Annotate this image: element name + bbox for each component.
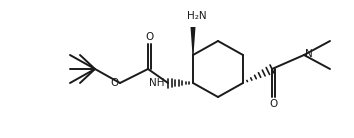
Polygon shape	[193, 27, 194, 55]
Text: N: N	[305, 49, 313, 59]
Text: O: O	[111, 78, 119, 88]
Text: NH: NH	[149, 78, 165, 88]
Text: O: O	[145, 32, 153, 42]
Text: H₂N: H₂N	[187, 11, 207, 21]
Polygon shape	[190, 27, 195, 55]
Text: O: O	[269, 99, 277, 109]
